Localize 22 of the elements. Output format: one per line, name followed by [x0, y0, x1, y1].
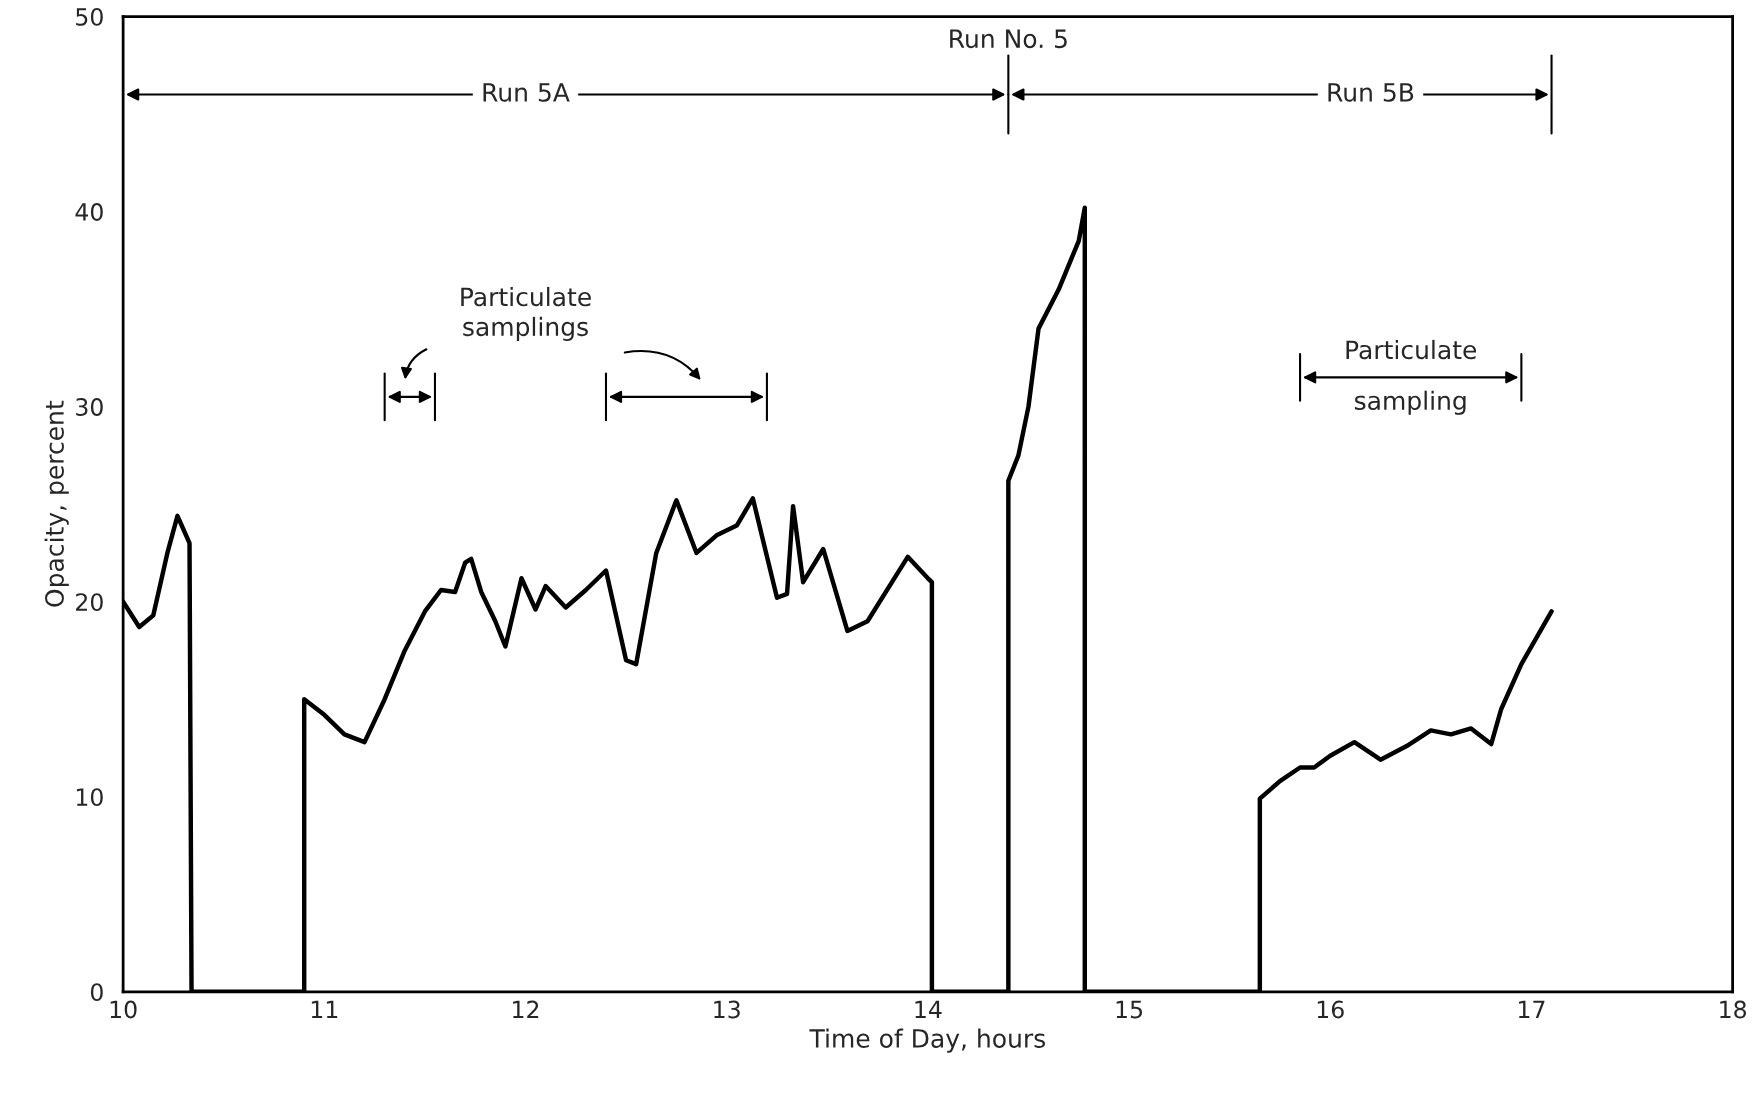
x-tick-label: 17 — [1519, 1000, 1545, 1019]
x-tick-label: 16 — [1317, 1000, 1344, 1019]
x-tick-label: 13 — [714, 1000, 740, 1019]
x-tick-label: 18 — [1720, 1000, 1747, 1019]
y-tick-label: 30 — [76, 398, 103, 416]
annotation: Run 5B — [1328, 83, 1414, 102]
x-axis-title: Time of Day, hours — [809, 1028, 1046, 1053]
x-tick-label: 15 — [1116, 1000, 1143, 1019]
annotation: Particulate samplings — [461, 286, 591, 342]
y-tick-label: 20 — [76, 593, 103, 611]
annotation: Run 5A — [483, 83, 570, 102]
y-tick-label: 40 — [75, 203, 103, 221]
x-tick-label: 14 — [915, 1000, 942, 1019]
text: Particulate sampling — [1346, 339, 1477, 415]
x-tick-label: 12 — [513, 1000, 539, 1019]
y-tick-label: 10 — [76, 788, 103, 807]
x-tick-label: 11 — [311, 1000, 338, 1019]
x-tick-label: 10 — [110, 1000, 137, 1019]
y-tick-label: 0 — [90, 983, 103, 1002]
y-tick-label: 50 — [76, 7, 103, 26]
y-axis-title: Opacity, percent — [44, 400, 69, 607]
annotation: Run No. 5 — [950, 29, 1067, 49]
